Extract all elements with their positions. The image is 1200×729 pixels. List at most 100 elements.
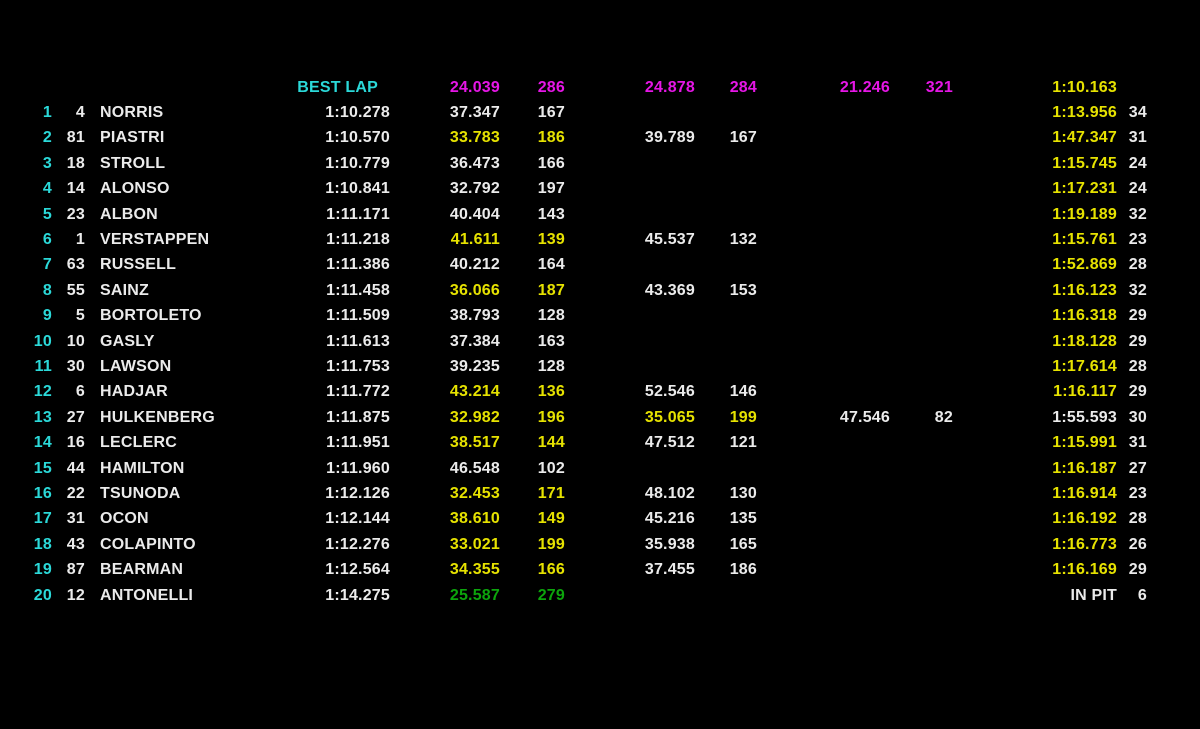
sector1-time: 38.793 (449, 307, 500, 325)
sector1-speed: 163 (537, 332, 565, 350)
best-lap-time: 1:12.276 (325, 535, 390, 553)
sector1-speed: 167 (537, 104, 565, 122)
position: 14 (33, 434, 52, 452)
sector1-time: 41.611 (450, 231, 500, 249)
driver-name: COLAPINTO (100, 535, 196, 553)
last-lap-time: 1:17.231 (1052, 180, 1117, 198)
driver-name: HADJAR (100, 383, 168, 401)
sector1-speed: 279 (537, 586, 565, 604)
position: 12 (33, 383, 52, 401)
best-lap-time: 1:10.570 (325, 129, 390, 147)
driver-name: ANTONELLI (100, 586, 194, 604)
position: 8 (42, 281, 52, 299)
sector2-time: 48.102 (644, 484, 695, 502)
driver-timing-row: 9 5 BORTOLETO 1:11.509 38.793 128 1:16.3… (0, 304, 1147, 329)
sector1-time: 38.517 (449, 434, 500, 452)
car-number: 4 (75, 104, 85, 122)
sector1-speed: 144 (537, 434, 565, 452)
lap-count: 28 (1128, 256, 1147, 274)
sector2-speed: 199 (729, 408, 757, 426)
car-number: 31 (66, 510, 85, 528)
driver-timing-row: 4 14 ALONSO 1:10.841 32.792 197 1:17.231… (0, 177, 1147, 202)
car-number: 43 (66, 535, 85, 553)
lap-count: 29 (1128, 383, 1147, 401)
driver-name: ALONSO (100, 180, 170, 198)
sector2-speed: 153 (729, 281, 757, 299)
driver-timing-row: 19 87 BEARMAN 1:12.564 34.355 166 37.455… (0, 557, 1147, 582)
sector2-time: 52.546 (644, 383, 695, 401)
sector2-speed: 130 (729, 484, 757, 502)
sector1-time: 33.021 (449, 535, 500, 553)
last-lap-time: 1:18.128 (1052, 332, 1117, 350)
sector2-time: 45.216 (644, 510, 695, 528)
car-number: 55 (66, 281, 85, 299)
best-lap-time: 1:10.779 (325, 154, 390, 172)
sector1-speed: 128 (537, 357, 565, 375)
driver-name: BORTOLETO (100, 307, 202, 325)
car-number: 12 (66, 586, 85, 604)
session-best-sector3-time: 21.246 (839, 78, 890, 96)
last-lap-time: 1:16.318 (1052, 307, 1117, 325)
best-lap-time: 1:12.126 (325, 484, 390, 502)
sector1-time: 36.473 (449, 154, 500, 172)
sector1-time: 36.066 (449, 281, 500, 299)
lap-count: 32 (1128, 205, 1147, 223)
car-number: 18 (66, 154, 85, 172)
driver-timing-row: 14 16 LECLERC 1:11.951 38.517 144 47.512… (0, 430, 1147, 455)
sector2-time: 35.938 (644, 535, 695, 553)
last-lap-time: 1:17.614 (1052, 357, 1117, 375)
driver-name: GASLY (100, 332, 155, 350)
driver-timing-row: 1 4 NORRIS 1:10.278 37.347 167 1:13.956 … (0, 100, 1147, 125)
driver-timing-row: 10 10 GASLY 1:11.613 37.384 163 1:18.128… (0, 329, 1147, 354)
sector1-speed: 196 (537, 408, 565, 426)
car-number: 16 (66, 434, 85, 452)
driver-name: STROLL (100, 154, 166, 172)
position: 19 (33, 561, 52, 579)
driver-timing-row: 17 31 OCON 1:12.144 38.610 149 45.216 13… (0, 507, 1147, 532)
position: 13 (33, 408, 52, 426)
sector1-time: 38.610 (449, 510, 500, 528)
last-lap-time: IN PIT (1070, 586, 1117, 604)
sector2-time: 47.512 (644, 434, 695, 452)
position: 11 (34, 357, 52, 375)
best-lap-time: 1:11.386 (326, 256, 390, 274)
car-number: 44 (66, 459, 85, 477)
position: 10 (33, 332, 52, 350)
sector1-time: 33.783 (449, 129, 500, 147)
best-lap-time: 1:11.171 (326, 205, 390, 223)
driver-name: OCON (100, 510, 149, 528)
sector1-speed: 166 (537, 154, 565, 172)
lap-count: 6 (1137, 586, 1147, 604)
sector2-speed: 132 (729, 231, 757, 249)
last-lap-time: 1:16.187 (1052, 459, 1117, 477)
best-lap-time: 1:11.772 (326, 383, 390, 401)
best-lap-time: 1:11.753 (326, 357, 390, 375)
car-number: 23 (66, 205, 85, 223)
last-lap-time: 1:15.745 (1052, 154, 1117, 172)
car-number: 6 (75, 383, 85, 401)
position: 5 (42, 205, 52, 223)
driver-name: PIASTRI (100, 129, 165, 147)
last-lap-time: 1:16.117 (1053, 383, 1117, 401)
driver-timing-row: 2 81 PIASTRI 1:10.570 33.783 186 39.789 … (0, 126, 1147, 151)
sector1-speed: 139 (537, 231, 565, 249)
driver-timing-row: 16 22 TSUNODA 1:12.126 32.453 171 48.102… (0, 481, 1147, 506)
car-number: 22 (66, 484, 85, 502)
sector3-speed: 82 (934, 408, 953, 426)
position: 20 (33, 586, 52, 604)
car-number: 10 (66, 332, 85, 350)
car-number: 14 (66, 180, 85, 198)
sector1-speed: 102 (537, 459, 565, 477)
car-number: 5 (75, 307, 85, 325)
sector1-speed: 171 (537, 484, 565, 502)
driver-timing-row: 3 18 STROLL 1:10.779 36.473 166 1:15.745… (0, 151, 1147, 176)
lap-count: 29 (1128, 561, 1147, 579)
sector1-time: 37.347 (449, 104, 500, 122)
last-lap-time: 1:47.347 (1052, 129, 1117, 147)
driver-name: HAMILTON (100, 459, 185, 477)
driver-timing-row: 6 1 VERSTAPPEN 1:11.218 41.611 139 45.53… (0, 227, 1147, 252)
driver-name: VERSTAPPEN (100, 231, 210, 249)
sector1-speed: 136 (537, 383, 565, 401)
sector1-time: 37.384 (449, 332, 500, 350)
position: 16 (33, 484, 52, 502)
